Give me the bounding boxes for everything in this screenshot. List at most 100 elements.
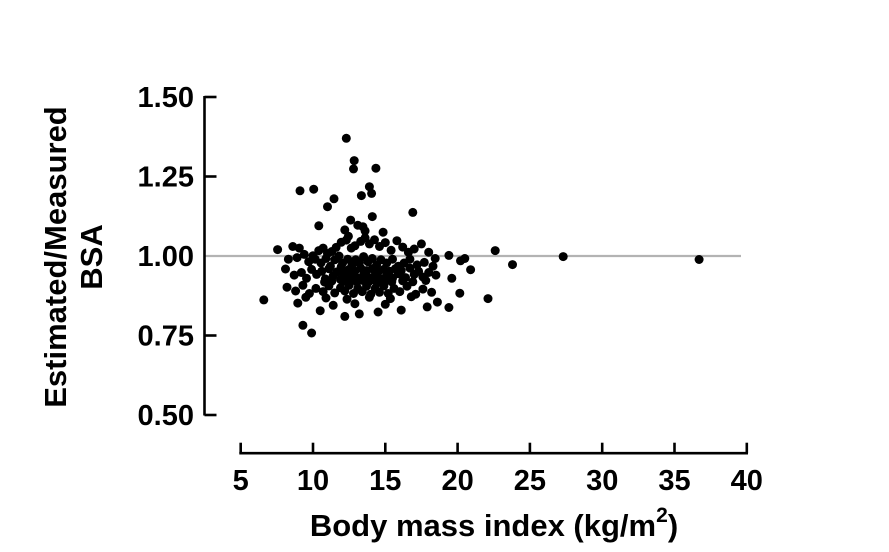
x-tick-label: 20: [441, 465, 473, 497]
data-point: [421, 276, 431, 285]
data-point: [296, 268, 306, 277]
data-point: [430, 254, 440, 263]
data-point: [283, 254, 293, 264]
data-point: [402, 281, 412, 291]
data-point: [294, 243, 304, 253]
data-point: [292, 253, 302, 263]
data-point: [370, 235, 379, 245]
data-point: [418, 284, 428, 294]
data-point: [419, 257, 429, 267]
data-point: [342, 294, 352, 304]
data-point: [490, 246, 500, 256]
data-point: [330, 288, 340, 298]
data-point: [295, 186, 305, 196]
data-point: [309, 184, 319, 194]
data-point: [293, 298, 303, 308]
data-point: [396, 266, 406, 276]
data-point: [396, 305, 406, 315]
data-point: [321, 254, 331, 263]
data-point: [273, 245, 283, 255]
data-point: [427, 287, 437, 297]
data-point: [405, 254, 415, 264]
x-tick-label: 5: [233, 465, 249, 497]
y-axis-title-line2: BSA: [74, 224, 109, 289]
data-point: [354, 309, 364, 319]
y-tick-label: 0.50: [138, 400, 194, 432]
data-point: [362, 281, 371, 291]
data-point: [299, 249, 309, 259]
x-axis-title: Body mass index (kg/m2): [310, 504, 678, 543]
data-point: [380, 238, 390, 248]
data-point: [321, 293, 331, 303]
data-point: [408, 207, 418, 217]
axes-layer: [203, 95, 749, 455]
x-tick-label: 15: [369, 465, 401, 497]
data-point: [323, 202, 332, 212]
data-point: [329, 194, 339, 204]
data-point: [311, 283, 321, 293]
x-tick-label: 40: [731, 465, 763, 497]
data-point: [378, 227, 388, 237]
data-point: [386, 245, 396, 255]
data-point: [483, 294, 493, 304]
data-point: [349, 164, 358, 174]
data-point: [367, 188, 377, 198]
data-point: [282, 282, 292, 292]
data-point: [364, 292, 374, 302]
data-point: [380, 299, 390, 309]
data-point: [375, 287, 384, 297]
data-point: [428, 261, 438, 271]
data-point: [334, 251, 344, 261]
data-point: [373, 307, 383, 317]
data-point: [392, 236, 402, 246]
y-tick-label: 1.00: [138, 241, 194, 273]
data-point: [371, 163, 381, 173]
y-tick-label: 1.50: [138, 82, 194, 114]
data-point: [409, 244, 419, 254]
data-point: [343, 231, 353, 241]
data-point: [416, 239, 426, 249]
y-axis-title-line1: Estimated/Measured: [38, 106, 73, 408]
data-point: [307, 328, 317, 338]
data-point: [379, 281, 389, 291]
data-point: [360, 226, 370, 236]
data-point: [346, 215, 356, 225]
data-point: [344, 280, 354, 290]
data-point: [314, 221, 324, 231]
data-point: [367, 212, 377, 222]
data-point: [341, 133, 351, 143]
data-point: [460, 254, 470, 263]
data-point: [367, 254, 377, 263]
x-tick-label: 30: [586, 465, 618, 497]
data-point: [298, 320, 308, 330]
data-point: [508, 260, 517, 270]
y-tick-label: 0.75: [138, 321, 194, 353]
data-point: [447, 273, 457, 283]
data-point: [388, 254, 397, 264]
data-point: [356, 191, 366, 201]
data-point: [315, 306, 325, 316]
data-point: [324, 264, 334, 274]
data-point: [298, 280, 308, 290]
data-points-layer: [259, 133, 704, 338]
data-point: [422, 302, 432, 312]
data-point: [349, 156, 359, 166]
axis-labels-layer: 1.50 1.25 1.00 0.75 0.50 5 10 15 20 25 30 35 40 Body …: [38, 82, 763, 543]
y-tick-label: 1.25: [138, 162, 194, 194]
data-point: [694, 255, 704, 264]
data-point: [424, 268, 434, 277]
data-point: [259, 295, 269, 305]
data-point: [350, 299, 360, 309]
data-point: [395, 287, 405, 297]
data-point: [302, 273, 311, 283]
x-tick-label: 35: [658, 465, 690, 497]
data-point: [431, 270, 441, 280]
data-point: [328, 300, 338, 310]
data-point: [289, 270, 299, 280]
data-point: [406, 292, 416, 302]
data-point: [317, 266, 327, 276]
data-point: [332, 267, 342, 277]
data-point: [444, 303, 454, 312]
